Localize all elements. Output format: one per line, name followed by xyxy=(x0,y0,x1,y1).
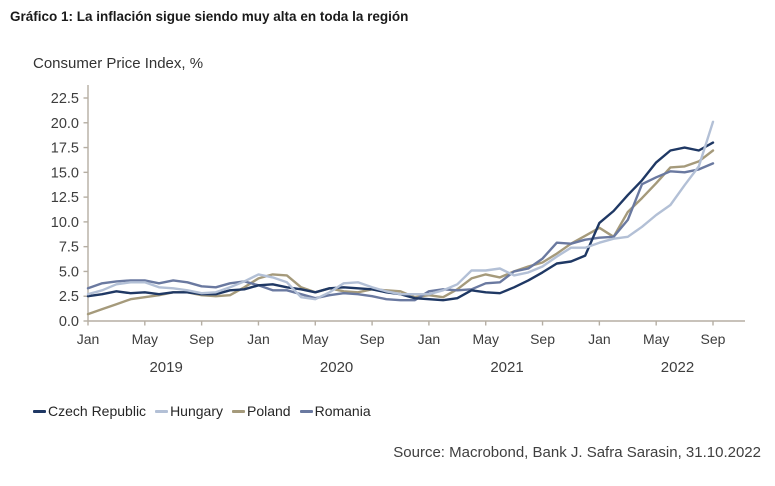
x-tick-label: Jan xyxy=(588,331,611,347)
source-note: Source: Macrobond, Bank J. Safra Sarasin… xyxy=(393,444,761,461)
legend-item-hungary: Hungary xyxy=(155,403,223,419)
x-tick-label: Jan xyxy=(77,331,100,347)
year-label: 2022 xyxy=(661,359,694,376)
x-tick-label: May xyxy=(473,331,499,347)
y-tick-label: 0.0 xyxy=(59,314,79,330)
x-tick-label: Jan xyxy=(247,331,270,347)
y-tick-label: 10.0 xyxy=(51,215,79,231)
x-tick-label: May xyxy=(302,331,328,347)
year-label: 2021 xyxy=(490,359,523,376)
series-line-hungary xyxy=(86,120,715,301)
series-line-czech-republic xyxy=(86,141,715,302)
y-tick-label: 12.5 xyxy=(51,190,79,206)
legend-item-czech-republic: Czech Republic xyxy=(33,403,146,419)
legend-item-romania: Romania xyxy=(299,403,371,419)
x-tick-label: Sep xyxy=(189,331,214,347)
legend-label: Romania xyxy=(314,403,371,419)
legend-label: Poland xyxy=(246,403,291,419)
x-tick-label: May xyxy=(132,331,158,347)
x-tick-label: Sep xyxy=(530,331,555,347)
legend-dash-icon xyxy=(231,409,245,413)
legend-item-poland: Poland xyxy=(231,403,291,419)
y-tick-label: 5.0 xyxy=(59,264,79,280)
x-tick-label: Sep xyxy=(360,331,385,347)
year-label: 2019 xyxy=(149,359,182,376)
legend-label: Hungary xyxy=(170,403,223,419)
chart-legend: Czech Republic Hungary Poland Romania xyxy=(33,403,380,419)
figure-title: Gráfico 1: La inflación sigue siendo muy… xyxy=(10,9,409,24)
y-tick-label: 22.5 xyxy=(51,91,79,107)
chart-subtitle: Consumer Price Index, % xyxy=(33,55,204,72)
y-tick-label: 15.0 xyxy=(51,165,79,181)
y-tick-label: 2.5 xyxy=(59,289,79,305)
legend-dash-icon xyxy=(155,409,169,413)
x-tick-label: Sep xyxy=(701,331,726,347)
series-line-romania xyxy=(86,162,715,302)
legend-dash-icon xyxy=(33,409,46,413)
y-tick-label: 17.5 xyxy=(51,141,79,157)
x-tick-label: May xyxy=(643,331,669,347)
legend-dash-icon xyxy=(299,409,313,413)
x-tick-label: Jan xyxy=(418,331,441,347)
legend-label: Czech Republic xyxy=(48,403,147,419)
year-label: 2020 xyxy=(320,359,353,376)
y-tick-label: 7.5 xyxy=(59,240,79,256)
y-tick-label: 20.0 xyxy=(51,116,79,132)
